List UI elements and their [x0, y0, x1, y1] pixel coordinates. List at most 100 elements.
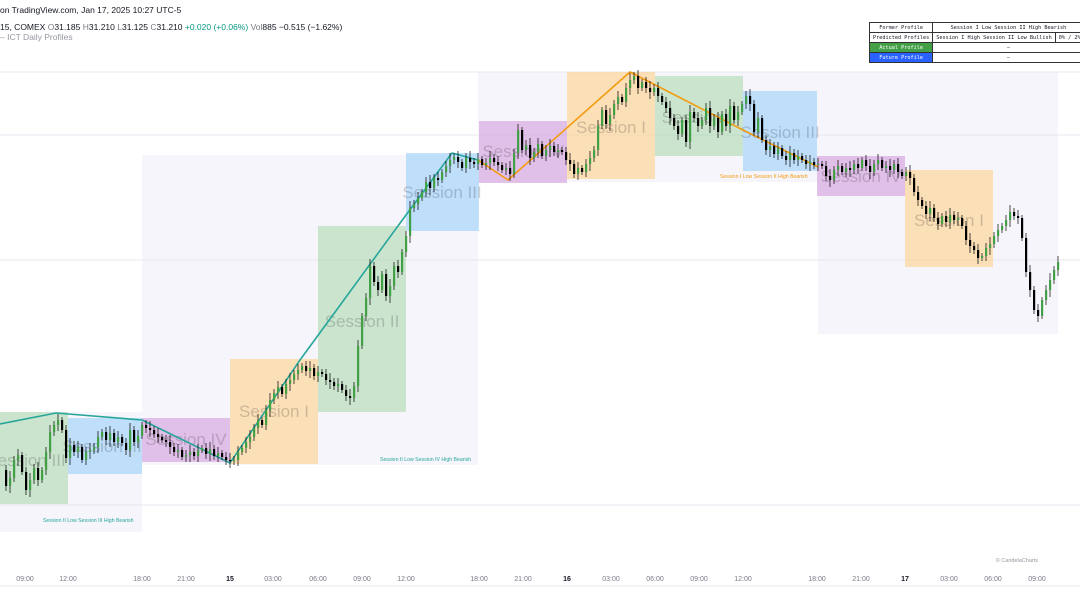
candle-body — [397, 266, 399, 272]
candle-body — [833, 170, 835, 180]
session-label: Session I — [239, 402, 309, 421]
candle-body — [253, 428, 255, 437]
candle-body — [621, 97, 623, 102]
candle-body — [949, 215, 951, 222]
candle-body — [773, 146, 775, 154]
candle-body — [1033, 290, 1035, 310]
candle-body — [401, 252, 403, 272]
future-profile-label: Future Profile — [870, 53, 933, 63]
time-axis-label: 09:00 — [353, 576, 371, 583]
profile-table: Former Profile Session I Low Session II … — [869, 22, 1080, 63]
candle-body — [545, 150, 547, 156]
candle-body — [265, 410, 267, 425]
candle-body — [277, 387, 279, 393]
time-axis-label: 06:00 — [646, 576, 664, 583]
predicted-profile-label: Predicted Profiles — [870, 33, 933, 43]
candle-body — [213, 449, 215, 456]
candle-body — [929, 208, 931, 214]
candle-body — [53, 425, 55, 432]
candle-body — [361, 316, 363, 346]
candle-body — [69, 445, 71, 458]
candle-body — [721, 114, 723, 132]
candle-body — [769, 146, 771, 150]
candle-body — [241, 448, 243, 452]
candle-body — [665, 102, 667, 108]
candle-body — [985, 248, 987, 256]
time-axis-label: 03:00 — [264, 576, 282, 583]
candle-body — [201, 448, 203, 450]
candle-body — [717, 118, 719, 132]
candle-body — [573, 164, 575, 174]
candle-body — [657, 88, 659, 96]
candle-body — [1005, 220, 1007, 226]
candle-body — [113, 433, 115, 442]
indicator-name[interactable]: – ICT Daily Profiles — [0, 32, 73, 42]
candle-body — [749, 96, 751, 104]
candle-body — [481, 159, 483, 165]
candle-body — [89, 450, 91, 452]
candle-body — [1049, 280, 1051, 290]
candle-body — [177, 450, 179, 452]
candle-body — [873, 164, 875, 172]
candle-body — [705, 108, 707, 120]
time-axis-label: 09:00 — [1028, 576, 1046, 583]
predicted-profile-value: Session I High Session II Low Bullish — [933, 33, 1056, 43]
candle-body — [321, 372, 323, 374]
candle-body — [365, 298, 367, 316]
candle-body — [673, 118, 675, 126]
candle-body — [973, 246, 975, 250]
candle-body — [517, 130, 519, 153]
time-axis-label: 15 — [226, 576, 234, 583]
time-axis-label: 09:00 — [16, 576, 34, 583]
candle-body — [605, 110, 607, 124]
candle-body — [589, 158, 591, 164]
candle-body — [829, 176, 831, 180]
candle-body — [921, 200, 923, 206]
candle-body — [189, 452, 191, 455]
candle-body — [57, 420, 59, 425]
candle-body — [273, 393, 275, 400]
candle-body — [701, 120, 703, 126]
candle-body — [853, 164, 855, 170]
time-axis-label: 12:00 — [734, 576, 752, 583]
candle-body — [581, 168, 583, 172]
candle-body — [1053, 270, 1055, 280]
candle-body — [777, 148, 779, 154]
actual-profile-row: Actual Profile – — [870, 43, 1080, 53]
candle-body — [45, 452, 47, 470]
candle-body — [837, 166, 839, 170]
candle-body — [117, 437, 119, 442]
candle-body — [485, 163, 487, 165]
time-axis-label: 18:00 — [133, 576, 151, 583]
volume-value: 885 — [262, 22, 276, 32]
candle-body — [381, 274, 383, 290]
candle-body — [893, 164, 895, 170]
candle-body — [345, 390, 347, 396]
candle-body — [1021, 218, 1023, 238]
candle-body — [249, 437, 251, 442]
candle-body — [997, 230, 999, 236]
daily-change: −0.515 (−1.62%) — [279, 22, 342, 32]
candle-body — [645, 82, 647, 88]
candle-body — [909, 172, 911, 178]
candle-body — [65, 430, 67, 458]
candle-body — [849, 168, 851, 170]
candle-body — [625, 88, 627, 102]
candle-body — [653, 88, 655, 92]
candle-body — [577, 168, 579, 174]
candle-body — [29, 480, 31, 490]
close-value: 31.210 — [157, 22, 183, 32]
time-axis-label: 16 — [563, 576, 571, 583]
candle-body — [197, 450, 199, 456]
time-axis-label: 12:00 — [397, 576, 415, 583]
candle-body — [961, 218, 963, 226]
candle-body — [901, 172, 903, 176]
candle-body — [309, 368, 311, 371]
candle-body — [809, 162, 811, 164]
candle-body — [165, 440, 167, 442]
candle-body — [537, 144, 539, 152]
candle-body — [417, 198, 419, 204]
candle-body — [617, 97, 619, 104]
